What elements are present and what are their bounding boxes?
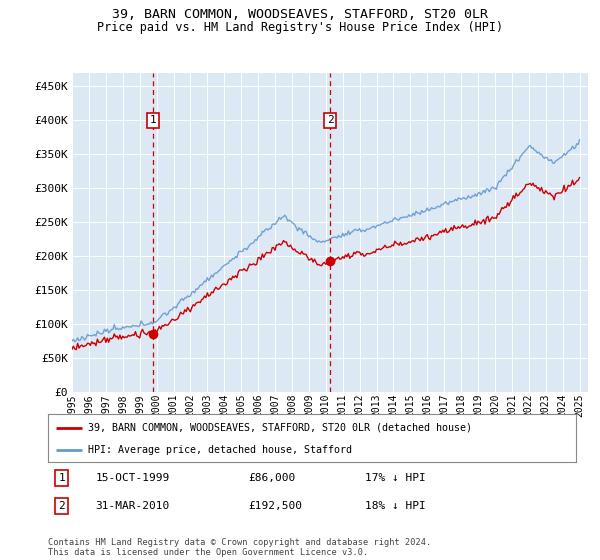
Text: 39, BARN COMMON, WOODSEAVES, STAFFORD, ST20 0LR (detached house): 39, BARN COMMON, WOODSEAVES, STAFFORD, S…	[88, 423, 472, 433]
Text: 2: 2	[59, 501, 65, 511]
Text: 1: 1	[149, 115, 157, 125]
Text: 2: 2	[326, 115, 334, 125]
Text: HPI: Average price, detached house, Stafford: HPI: Average price, detached house, Staf…	[88, 445, 352, 455]
Text: 17% ↓ HPI: 17% ↓ HPI	[365, 473, 425, 483]
Text: 1: 1	[59, 473, 65, 483]
Text: 18% ↓ HPI: 18% ↓ HPI	[365, 501, 425, 511]
Text: 39, BARN COMMON, WOODSEAVES, STAFFORD, ST20 0LR: 39, BARN COMMON, WOODSEAVES, STAFFORD, S…	[112, 8, 488, 21]
Text: 15-OCT-1999: 15-OCT-1999	[95, 473, 170, 483]
Text: £192,500: £192,500	[248, 501, 302, 511]
Bar	[153, 73, 330, 392]
Text: £86,000: £86,000	[248, 473, 296, 483]
Text: Contains HM Land Registry data © Crown copyright and database right 2024.
This d: Contains HM Land Registry data © Crown c…	[48, 538, 431, 557]
Text: Price paid vs. HM Land Registry's House Price Index (HPI): Price paid vs. HM Land Registry's House …	[97, 21, 503, 34]
Text: 31-MAR-2010: 31-MAR-2010	[95, 501, 170, 511]
